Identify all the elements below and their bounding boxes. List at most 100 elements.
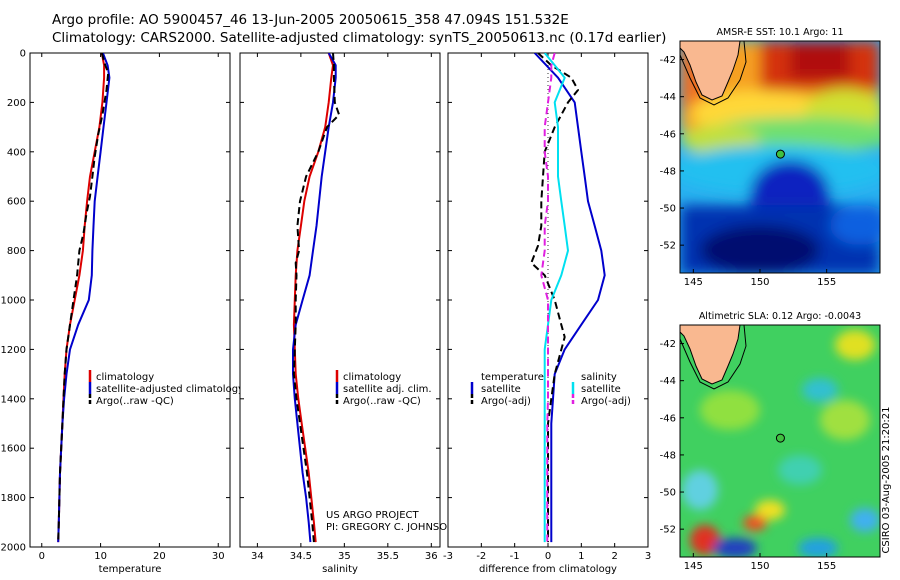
x-tick-label: 0 (545, 551, 551, 562)
difference-series (530, 53, 606, 543)
salinity-series (292, 53, 341, 543)
argo-float-marker (775, 149, 785, 159)
legend-label-satellite: satellite-adjusted climatology (96, 384, 244, 395)
sst-map-ticks: 145 150 155 -42 -44 -46 -48 -50 -52 (660, 55, 837, 288)
y-tick-label: 1000 (1, 296, 26, 307)
y-tick-label: -42 (660, 55, 676, 66)
series-line-satellite-adj-clim (292, 53, 337, 543)
salinity-axes-frame (239, 52, 441, 548)
x-tick-label: 145 (684, 277, 703, 288)
header-title: Argo profile: AO 5900457_46 13-Jun-2005 … (52, 12, 569, 28)
legend-label-climatology: climatology (343, 372, 401, 383)
y-tick-label: -46 (660, 413, 676, 424)
y-tick-label: 600 (7, 197, 26, 208)
sla-map-frame (679, 324, 881, 558)
land-mask (680, 325, 741, 385)
y-tick-label: 1800 (1, 493, 26, 504)
header-subtitle: Climatology: CARS2000. Satellite-adjuste… (52, 30, 667, 46)
temperature-panel: 0 10 20 30 0 200 400 600 800 1000 1200 1400 1600 1800… (1, 49, 244, 576)
y-tick-label: -52 (660, 525, 676, 536)
y-tick-label: 1400 (1, 394, 26, 405)
sst-map-panel: AMSR-E SST: 10.1 Argo: 11 (660, 27, 881, 288)
coastline-contour (680, 41, 747, 106)
salinity-legend: climatology satellite adj. clim. Argo(..… (335, 370, 432, 407)
legend-label-sal-satellite: satellite (581, 384, 621, 395)
y-tick-label: -44 (660, 92, 676, 103)
series-line-argo-raw-qc (292, 53, 341, 543)
y-tick-label: -50 (660, 204, 676, 215)
temperature-xlabel: temperature (99, 564, 162, 575)
temperature-axes-frame (29, 52, 231, 548)
x-tick-label: 30 (212, 551, 225, 562)
legend-label-satellite: satellite adj. clim. (343, 384, 432, 395)
coastline-contour (680, 325, 747, 390)
temperature-legend: climatology satellite-adjusted climatolo… (88, 370, 244, 407)
y-tick-label: 200 (7, 98, 26, 109)
salinity-ticks: 34 34.5 35 35.5 36 (240, 52, 440, 562)
sla-map-title: Altimetric SLA: 0.12 Argo: -0.0043 (699, 311, 861, 322)
x-tick-label: 34 (251, 551, 264, 562)
timestamp-credit: CSIRO 03-Aug-2005 21:20:21 (881, 406, 892, 553)
series-line-temperature-argo-adj (530, 53, 579, 543)
sla-heatmap (680, 325, 880, 557)
sst-heatmap (680, 41, 880, 273)
x-tick-label: 3 (645, 551, 651, 562)
land-mask (680, 41, 741, 101)
difference-legend: temperature satellite Argo(-adj) salinit… (470, 372, 631, 407)
legend-label-temp-satellite: satellite (481, 384, 521, 395)
series-line-argo-raw-qc (57, 53, 110, 543)
sst-map-frame (679, 40, 881, 274)
y-tick-label: -50 (660, 488, 676, 499)
difference-panel: -3 -2 -1 0 1 2 3 difference from climatology t… (443, 52, 651, 575)
salinity-panel: 34 34.5 35 35.5 36 salinity climatology sate… (239, 52, 455, 575)
x-tick-label: 35.5 (377, 551, 399, 562)
temperature-series (57, 53, 111, 543)
difference-xlabel: difference from climatology (479, 564, 617, 575)
y-tick-label: -48 (660, 450, 676, 461)
series-line-salinity-argo-adj (540, 53, 556, 543)
salinity-xlabel: salinity (322, 564, 358, 575)
legend-title-salinity: salinity (581, 372, 617, 383)
x-tick-label: -2 (476, 551, 486, 562)
x-tick-label: 155 (817, 277, 836, 288)
legend-label-sal-argo: Argo(-adj) (581, 396, 631, 407)
x-tick-label: 155 (817, 561, 836, 572)
series-line-temperature-satellite (533, 53, 606, 543)
sla-map-panel: Altimetric SLA: 0.12 Argo: -0.0043 (660, 311, 881, 572)
y-tick-label: -42 (660, 339, 676, 350)
difference-ticks: -3 -2 -1 0 1 2 3 (443, 52, 651, 562)
legend-label-argo: Argo(..raw -QC) (96, 396, 174, 407)
y-tick-label: 400 (7, 147, 26, 158)
sst-map-title: AMSR-E SST: 10.1 Argo: 11 (717, 27, 844, 38)
legend-label-argo: Argo(..raw -QC) (343, 396, 421, 407)
temperature-ticks: 0 10 20 30 0 200 400 600 800 1000 1200 1400 1600 1800… (1, 49, 230, 562)
legend-title-temperature: temperature (481, 372, 544, 383)
x-tick-label: -3 (443, 551, 453, 562)
y-tick-label: -46 (660, 129, 676, 140)
x-tick-label: 35 (338, 551, 351, 562)
project-credit: US ARGO PROJECT (326, 510, 420, 521)
x-tick-label: 0 (39, 551, 45, 562)
x-tick-label: 150 (750, 277, 769, 288)
x-tick-label: 2 (611, 551, 617, 562)
x-tick-label: 34.5 (290, 551, 312, 562)
y-tick-label: 0 (20, 49, 26, 60)
legend-label-climatology: climatology (96, 372, 154, 383)
argo-float-marker (775, 433, 785, 443)
y-tick-label: 2000 (1, 543, 26, 554)
series-line-salinity-satellite (543, 53, 569, 543)
legend-label-temp-argo: Argo(-adj) (481, 396, 531, 407)
y-tick-label: -52 (660, 241, 676, 252)
y-tick-label: -44 (660, 376, 676, 387)
x-tick-label: -1 (510, 551, 520, 562)
x-tick-label: 150 (750, 561, 769, 572)
x-tick-label: 10 (94, 551, 107, 562)
x-tick-label: 145 (684, 561, 703, 572)
x-tick-label: 1 (578, 551, 584, 562)
x-tick-label: 20 (153, 551, 166, 562)
y-tick-label: 800 (7, 246, 26, 257)
pi-credit: PI: GREGORY C. JOHNSON (326, 522, 455, 533)
x-tick-label: 36 (425, 551, 438, 562)
y-tick-label: 1200 (1, 345, 26, 356)
